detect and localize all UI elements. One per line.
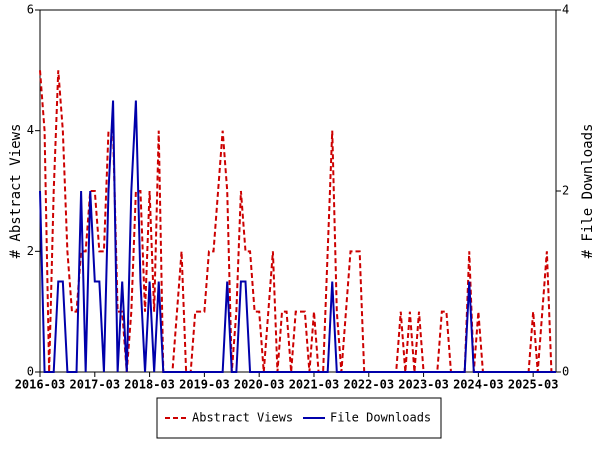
- x-tick-label: 2020-03: [234, 378, 285, 392]
- x-tick-label: 2016-03: [15, 378, 66, 392]
- y2-axis-label: # File Downloads: [580, 124, 596, 259]
- x-tick-label: 2017-03: [70, 378, 121, 392]
- y2-tick-label: 0: [562, 365, 569, 379]
- y2-tick-label: 4: [562, 3, 569, 17]
- x-tick-label: 2022-03: [343, 378, 394, 392]
- series-line: [39, 100, 556, 373]
- legend-box: [156, 397, 442, 439]
- x-tick-label: 2023-03: [398, 378, 449, 392]
- x-tick-label: 2021-03: [289, 378, 340, 392]
- x-tick-label: 2024-03: [453, 378, 504, 392]
- x-tick-label: 2019-03: [179, 378, 230, 392]
- y-tick-label: 4: [27, 123, 34, 137]
- y-tick-label: 0: [27, 365, 34, 379]
- x-tick-label: 2018-03: [124, 378, 175, 392]
- legend-label: File Downloads: [330, 411, 431, 425]
- y-axis-label: # Abstract Views: [8, 124, 24, 259]
- y-tick-label: 2: [27, 244, 34, 258]
- x-tick-label: 2025-03: [508, 378, 559, 392]
- legend-label: Abstract Views: [192, 411, 293, 425]
- y2-tick-label: 2: [562, 184, 569, 198]
- y-tick-label: 6: [27, 3, 34, 17]
